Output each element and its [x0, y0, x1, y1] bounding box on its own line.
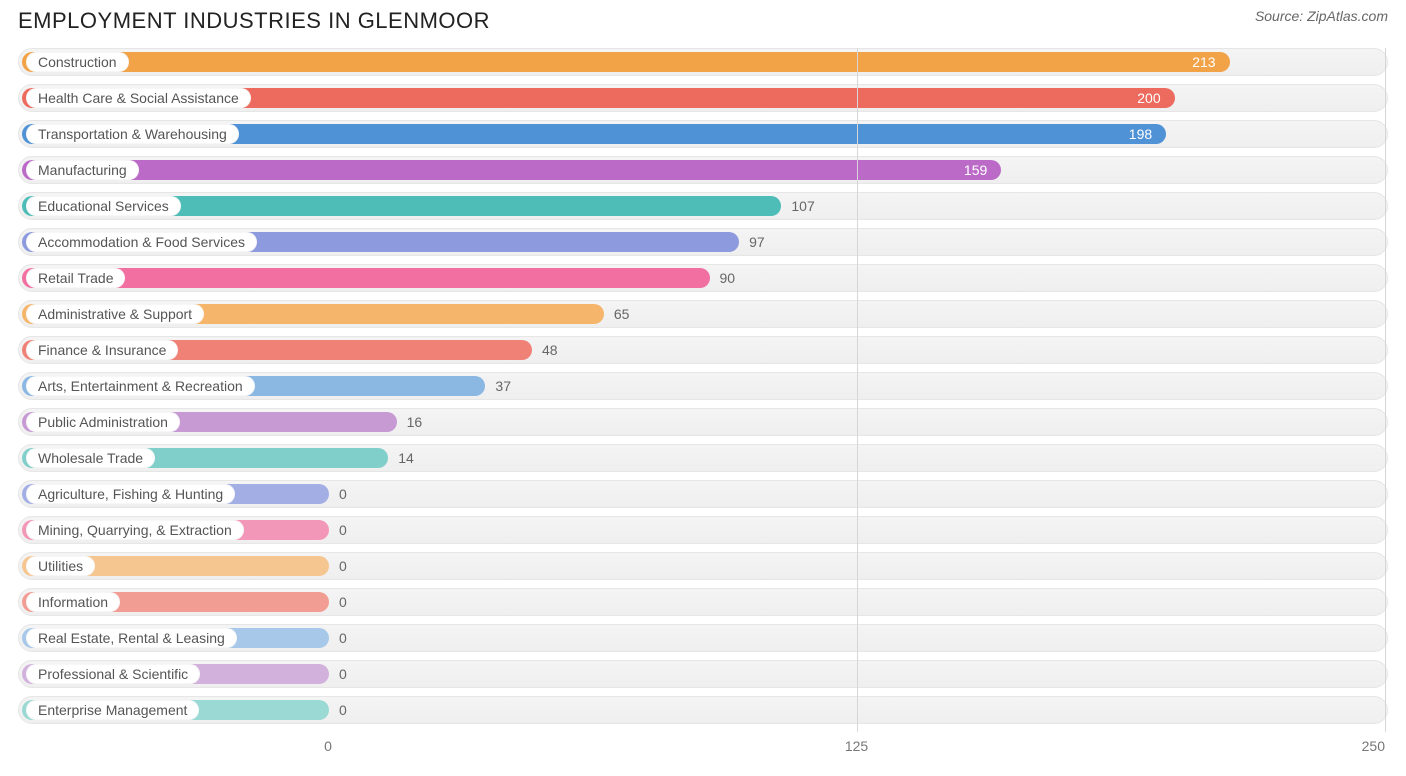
bar-value: 90 — [720, 265, 736, 291]
bar-value: 37 — [495, 373, 511, 399]
chart-area: Construction 213 Health Care & Social Assi… — [18, 48, 1388, 758]
bar-row: Arts, Entertainment & Recreation 37 — [18, 372, 1388, 400]
bar-row: Retail Trade 90 — [18, 264, 1388, 292]
bar-label: Educational Services — [26, 196, 181, 216]
bar-row: Agriculture, Fishing & Hunting 0 — [18, 480, 1388, 508]
bar-value: 107 — [791, 193, 814, 219]
bar-row: Information 0 — [18, 588, 1388, 616]
x-axis: 0 125 250 — [18, 734, 1388, 758]
bar-label: Transportation & Warehousing — [26, 124, 239, 144]
bar-rows: Construction 213 Health Care & Social Assi… — [18, 48, 1388, 732]
bar-label: Retail Trade — [26, 268, 125, 288]
bar-row: Professional & Scientific 0 — [18, 660, 1388, 688]
bar-fill — [22, 268, 710, 288]
bar-row: Public Administration 16 — [18, 408, 1388, 436]
bar-label: Wholesale Trade — [26, 448, 155, 468]
bar-label: Finance & Insurance — [26, 340, 178, 360]
bar-label: Administrative & Support — [26, 304, 204, 324]
chart-title: EMPLOYMENT INDUSTRIES IN GLENMOOR — [18, 8, 490, 34]
bar-row: Accommodation & Food Services 97 — [18, 228, 1388, 256]
bar-row: Health Care & Social Assistance 200 — [18, 84, 1388, 112]
bar-row: Administrative & Support 65 — [18, 300, 1388, 328]
bar-value: 0 — [339, 517, 347, 543]
bar-value: 0 — [339, 661, 347, 687]
bar-label: Professional & Scientific — [26, 664, 200, 684]
source-label: Source: — [1255, 8, 1303, 24]
bar-row: Educational Services 107 — [18, 192, 1388, 220]
bar-label: Arts, Entertainment & Recreation — [26, 376, 255, 396]
bar-label: Public Administration — [26, 412, 180, 432]
source-attribution: Source: ZipAtlas.com — [1255, 8, 1388, 24]
bar-value: 16 — [407, 409, 423, 435]
bar-row: Enterprise Management 0 — [18, 696, 1388, 724]
bar-label: Information — [26, 592, 120, 612]
bar-value: 198 — [1129, 121, 1152, 147]
bar-label: Mining, Quarrying, & Extraction — [26, 520, 244, 540]
bar-value: 0 — [339, 589, 347, 615]
bar-label: Utilities — [26, 556, 95, 576]
x-axis-tick: 0 — [324, 738, 332, 754]
bar-value: 0 — [339, 481, 347, 507]
bar-value: 0 — [339, 697, 347, 723]
bar-label: Health Care & Social Assistance — [26, 88, 251, 108]
bar-row: Manufacturing 159 — [18, 156, 1388, 184]
bar-row: Transportation & Warehousing 198 — [18, 120, 1388, 148]
bar-label: Real Estate, Rental & Leasing — [26, 628, 237, 648]
source-value: ZipAtlas.com — [1307, 8, 1388, 24]
bar-row: Finance & Insurance 48 — [18, 336, 1388, 364]
x-axis-tick: 250 — [1362, 738, 1385, 754]
bar-value: 213 — [1192, 49, 1215, 75]
bar-row: Mining, Quarrying, & Extraction 0 — [18, 516, 1388, 544]
chart-container: EMPLOYMENT INDUSTRIES IN GLENMOOR Source… — [0, 0, 1406, 776]
bar-value: 97 — [749, 229, 765, 255]
bar-value: 0 — [339, 553, 347, 579]
bar-value: 48 — [542, 337, 558, 363]
bar-label: Manufacturing — [26, 160, 139, 180]
bar-label: Agriculture, Fishing & Hunting — [26, 484, 235, 504]
header: EMPLOYMENT INDUSTRIES IN GLENMOOR Source… — [18, 8, 1388, 34]
bar-label: Construction — [26, 52, 129, 72]
bar-label: Enterprise Management — [26, 700, 199, 720]
bar-fill — [22, 52, 1230, 72]
bar-row: Construction 213 — [18, 48, 1388, 76]
bar-value: 0 — [339, 625, 347, 651]
bar-label: Accommodation & Food Services — [26, 232, 257, 252]
bar-value: 200 — [1137, 85, 1160, 111]
bar-value: 65 — [614, 301, 630, 327]
bar-row: Utilities 0 — [18, 552, 1388, 580]
bar-row: Real Estate, Rental & Leasing 0 — [18, 624, 1388, 652]
bar-row: Wholesale Trade 14 — [18, 444, 1388, 472]
bar-value: 14 — [398, 445, 414, 471]
bar-value: 159 — [964, 157, 987, 183]
bar-fill — [22, 160, 1001, 180]
x-axis-tick: 125 — [845, 738, 868, 754]
